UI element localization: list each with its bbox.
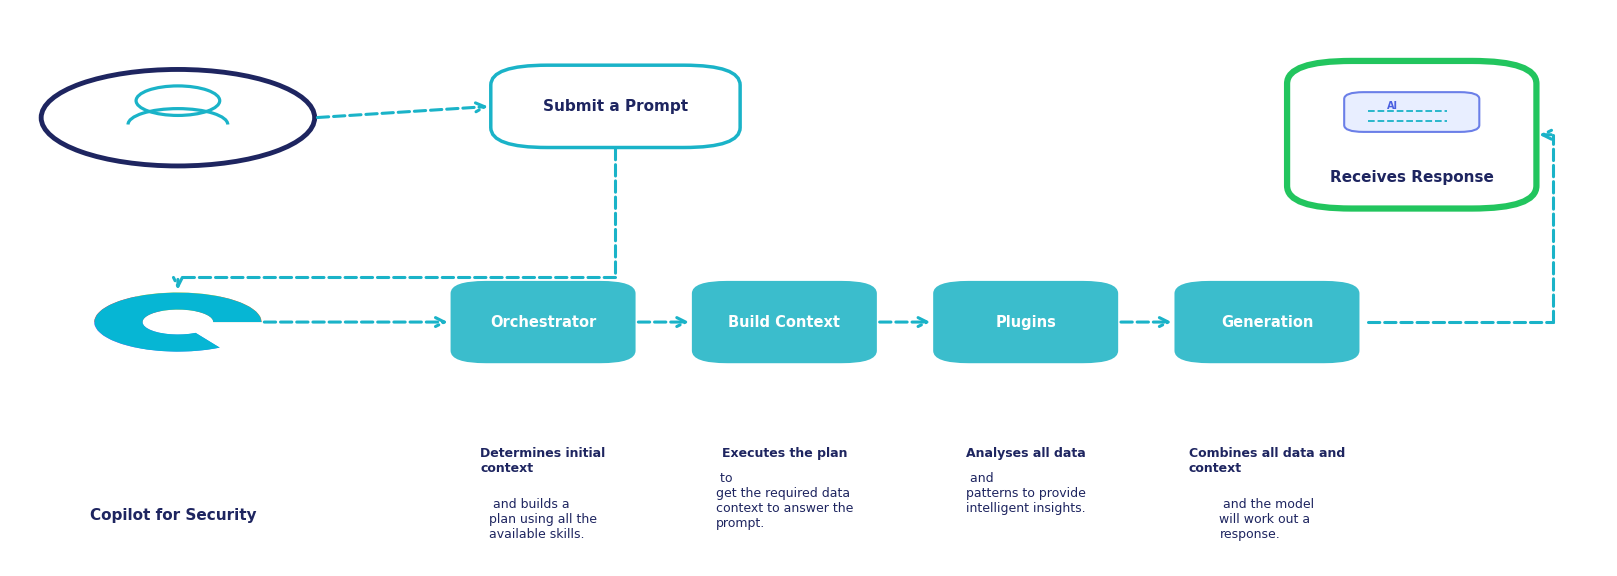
- Circle shape: [149, 312, 207, 332]
- Polygon shape: [136, 293, 220, 311]
- Text: Submit a Prompt: Submit a Prompt: [543, 99, 687, 114]
- Polygon shape: [94, 293, 262, 351]
- Text: Executes the plan: Executes the plan: [721, 447, 847, 460]
- Text: AI: AI: [1387, 101, 1399, 111]
- Text: Orchestrator: Orchestrator: [490, 314, 597, 329]
- FancyBboxPatch shape: [492, 65, 741, 147]
- FancyBboxPatch shape: [1344, 92, 1480, 132]
- Text: and
patterns to provide
intelligent insights.: and patterns to provide intelligent insi…: [965, 472, 1085, 516]
- FancyBboxPatch shape: [1287, 61, 1536, 209]
- FancyBboxPatch shape: [1174, 281, 1360, 363]
- Text: Generation: Generation: [1221, 314, 1313, 329]
- Text: to
get the required data
context to answer the
prompt.: to get the required data context to answ…: [716, 472, 854, 530]
- FancyBboxPatch shape: [933, 281, 1119, 363]
- Text: Analyses all data: Analyses all data: [965, 447, 1085, 460]
- Text: Determines initial
context: Determines initial context: [480, 447, 606, 475]
- FancyBboxPatch shape: [451, 281, 635, 363]
- Polygon shape: [94, 322, 160, 348]
- Text: Plugins: Plugins: [994, 314, 1056, 329]
- Circle shape: [136, 86, 220, 115]
- Text: and builds a
plan using all the
available skills.: and builds a plan using all the availabl…: [488, 498, 597, 541]
- Circle shape: [40, 70, 315, 166]
- Text: Build Context: Build Context: [728, 314, 841, 329]
- Text: Combines all data and
context: Combines all data and context: [1188, 447, 1345, 475]
- Polygon shape: [196, 297, 262, 322]
- Text: Receives Response: Receives Response: [1329, 170, 1494, 185]
- Polygon shape: [136, 333, 220, 351]
- Text: and the model
will work out a
response.: and the model will work out a response.: [1219, 498, 1315, 541]
- Polygon shape: [94, 297, 160, 322]
- Text: Copilot for Security: Copilot for Security: [91, 507, 257, 522]
- FancyBboxPatch shape: [692, 281, 876, 363]
